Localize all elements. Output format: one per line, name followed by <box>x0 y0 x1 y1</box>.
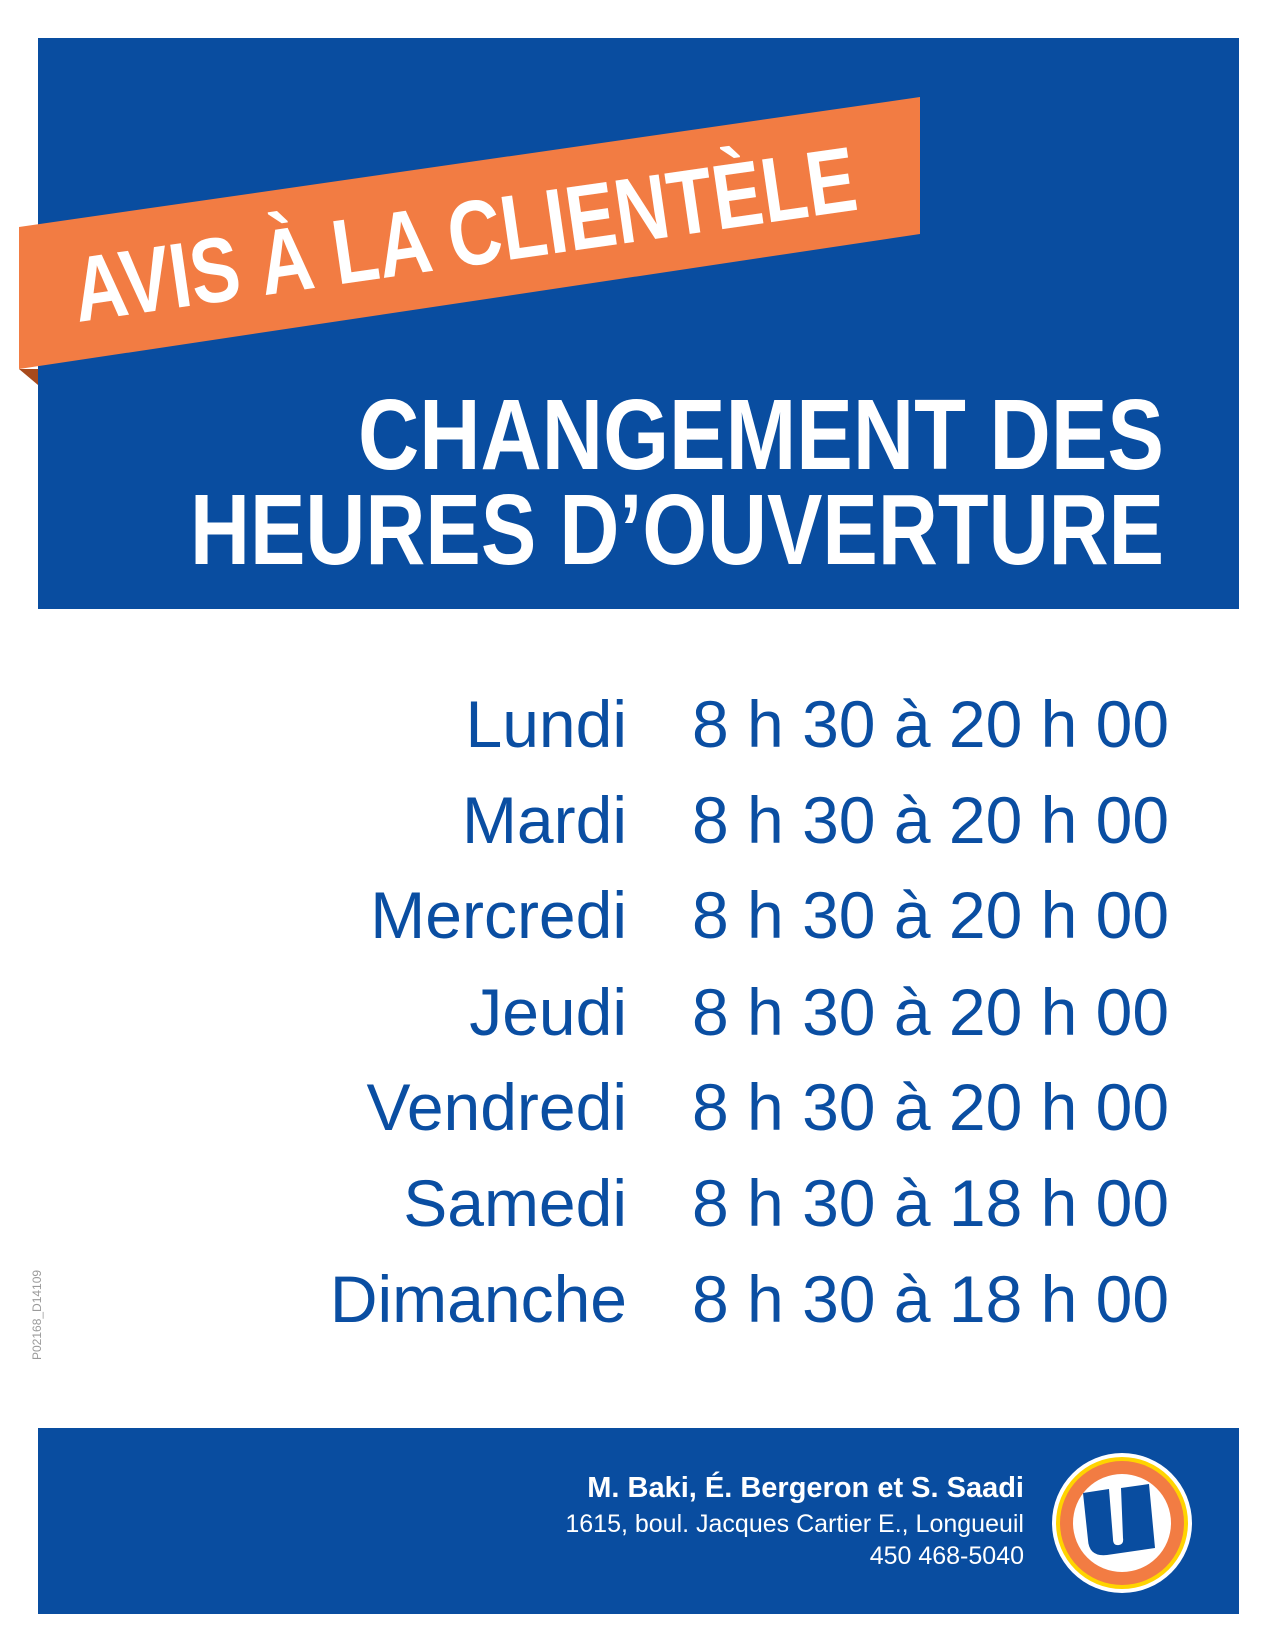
day-label: Dimanche <box>329 1262 627 1336</box>
hours-value: 8 h 30 à 20 h 00 <box>692 783 1170 857</box>
title-line-2: HEURES D’OUVERTURE <box>190 474 1164 586</box>
hours-value: 8 h 30 à 18 h 00 <box>692 1262 1170 1336</box>
schedule-row: Samedi 8 h 30 à 18 h 00 <box>0 1158 1275 1248</box>
title-line-1: CHANGEMENT DES <box>358 379 1164 491</box>
day-label: Vendredi <box>366 1070 627 1144</box>
hours-value: 8 h 30 à 18 h 00 <box>692 1166 1170 1240</box>
footer-block: M. Baki, É. Bergeron et S. Saadi 1615, b… <box>38 1428 1239 1614</box>
hours-value: 8 h 30 à 20 h 00 <box>692 687 1170 761</box>
day-label: Mardi <box>461 783 627 857</box>
schedule-row: Mardi 8 h 30 à 20 h 00 <box>0 775 1275 865</box>
orange-banner <box>19 97 920 369</box>
banner-text: AVIS À LA CLIENTÈLE <box>66 127 863 342</box>
schedule-row: Lundi 8 h 30 à 20 h 00 <box>0 679 1275 769</box>
owners-name: M. Baki, É. Bergeron et S. Saadi <box>587 1472 1024 1504</box>
logo-letter-u <box>1083 1484 1155 1556</box>
day-label: Jeudi <box>469 975 627 1049</box>
store-address: 1615, boul. Jacques Cartier E., Longueui… <box>565 1510 1024 1538</box>
day-label: Lundi <box>465 687 628 761</box>
hours-value: 8 h 30 à 20 h 00 <box>692 975 1170 1049</box>
store-phone: 450 468-5040 <box>869 1542 1024 1570</box>
schedule-row: Vendredi 8 h 30 à 20 h 00 <box>0 1062 1275 1152</box>
print-code: P02168_D14109 <box>30 1269 44 1360</box>
schedule-row: Jeudi 8 h 30 à 20 h 00 <box>0 967 1275 1057</box>
hours-value: 8 h 30 à 20 h 00 <box>692 878 1170 952</box>
day-label: Mercredi <box>370 878 627 952</box>
schedule-row: Dimanche 8 h 30 à 18 h 00 <box>0 1254 1275 1344</box>
day-label: Samedi <box>403 1166 627 1240</box>
banner-fold <box>19 369 38 385</box>
hours-value: 8 h 30 à 20 h 00 <box>692 1070 1170 1144</box>
schedule-row: Mercredi 8 h 30 à 20 h 00 <box>0 870 1275 960</box>
uniprix-logo-icon <box>1052 1453 1192 1593</box>
header-graphics: AVIS À LA CLIENTÈLE CHANGEMENT DES HEURE… <box>19 97 1164 586</box>
